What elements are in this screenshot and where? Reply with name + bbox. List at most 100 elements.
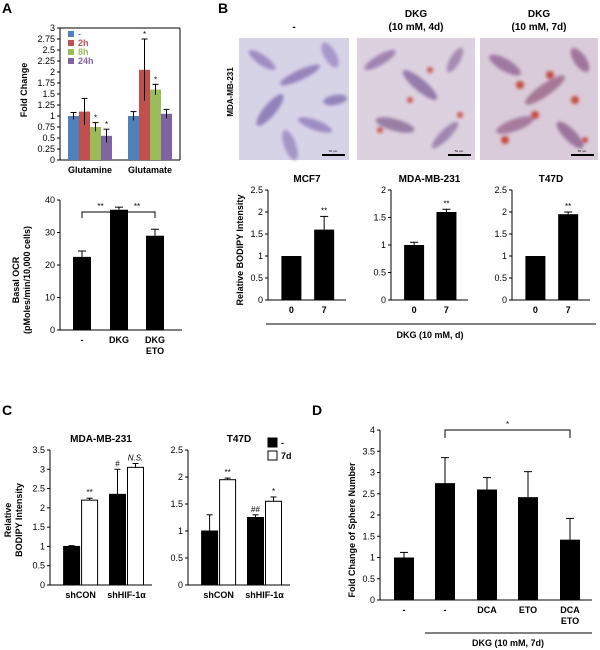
chart-d-bar [394, 557, 414, 600]
chart-a1-significance-marker: * [105, 120, 108, 129]
chart-b1-title: MCF7 [293, 174, 321, 185]
chart-a1-bar [128, 116, 139, 160]
chart-a2-category-label: DKG [145, 335, 165, 345]
chart-c2-significance-marker: ## [251, 505, 260, 514]
chart-b3-y-tick-label: 2.5 [494, 185, 507, 195]
image-title-dkg-4d-line1: DKG [405, 9, 427, 20]
chart-d-category-label: - [403, 605, 406, 615]
chart-a2-significance-bracket [118, 211, 156, 218]
chart-b3: 0 0.5 1 1.5 2 2.5 T47D 0 7 ** [494, 174, 590, 315]
image-title-dkg-7d-line2: (10 mM, 7d) [511, 22, 566, 33]
chart-b2-y-tick-label: 1.5 [373, 213, 386, 223]
chart-d-category-label: DCA [477, 605, 497, 615]
chart-c1-y-tick-label: 3 [40, 464, 45, 474]
chart-b3-significance-marker: ** [565, 202, 571, 211]
chart-c-y-axis-label-line1: Relative [3, 503, 13, 538]
image-title-dkg-4d-line2: (10 mM, 4d) [388, 22, 443, 33]
chart-c1-category-label: shHIF-1α [107, 590, 146, 600]
chart-c2-y-tick-label: 0.5 [170, 553, 183, 563]
chart-c2: 0 0.5 1 1.5 2 2.5 T47D shCON shHIF-1α ** ## * [170, 434, 290, 600]
chart-d-y-tick-label: 1 [370, 553, 375, 563]
chart-d-y-tick-label: 3 [370, 468, 375, 478]
chart-c2-category-label: shCON [203, 590, 234, 600]
chart-a1-legend-swatch [68, 49, 74, 55]
chart-a2-bar [146, 235, 164, 330]
chart-a1-significance-marker: * [154, 75, 157, 84]
chart-b3-y-tick-label: 1.5 [494, 229, 507, 239]
chart-a1-significance-marker: * [143, 30, 146, 39]
image-title-dkg-7d-line1: DKG [528, 9, 550, 20]
chart-d-bar [518, 497, 538, 600]
chart-a1-y-tick-label: 1.5 [42, 89, 55, 99]
chart-a1-y-tick-label: 0.25 [37, 144, 55, 154]
chart-b2-y-tick-label: 0.5 [373, 268, 386, 278]
chart-c2-significance-marker: ** [224, 468, 230, 477]
panel-label-a: A [2, 0, 12, 16]
chart-c1-bar [109, 493, 126, 586]
chart-d-category-label-line2: ETO [561, 616, 579, 626]
chart-a1-category-label: Glutamine [68, 165, 112, 175]
chart-b1-y-tick-label: 0.5 [250, 273, 263, 283]
chart-c1-y-tick-label: 2.5 [32, 484, 45, 494]
chart-b2: 0 0.5 1 1.5 2 MDA-MB-231 0 7 ** [373, 174, 468, 315]
chart-c2-legend-swatch [267, 450, 278, 461]
chart-c1-significance-marker: N.S. [128, 454, 144, 463]
chart-a1-y-tick-label: 1.75 [37, 78, 55, 88]
chart-c2-bar [201, 530, 219, 586]
chart-b3-category-label: 7 [566, 305, 571, 315]
chart-a2-category-label: - [81, 335, 84, 345]
chart-c1-y-tick-label: 1.5 [32, 522, 45, 532]
chart-a1-y-tick-label: 2.25 [37, 56, 55, 66]
chart-b1-category-label: 0 [289, 305, 294, 315]
chart-b2-category-label: 0 [412, 305, 417, 315]
chart-a1-legend-label: - [78, 29, 81, 39]
chart-d-x-axis-label: DKG (10 mM, 7d) [472, 638, 544, 648]
chart-a2-bar [73, 256, 91, 330]
chart-c2-bar [219, 479, 237, 586]
chart-d-y-tick-label: 2 [370, 510, 375, 520]
chart-c1-y-tick-label: 1 [40, 541, 45, 551]
chart-a1-legend-label: 8h [78, 47, 89, 57]
chart-b2-significance-marker: ** [443, 199, 449, 208]
chart-a2-significance-marker: ** [97, 202, 103, 211]
chart-c2-legend-label: 7d [281, 451, 292, 461]
chart-b1-y-tick-label: 0 [258, 295, 263, 305]
chart-d-y-tick-label: 0.5 [362, 574, 375, 584]
chart-b3-y-tick-label: 2 [502, 207, 507, 217]
chart-b3-title: T47D [539, 174, 563, 185]
scale-bar-label-2: 50 µm [455, 149, 464, 153]
chart-b1-category-label: 7 [322, 305, 327, 315]
panel-label-d: D [312, 402, 322, 418]
chart-b2-bar [404, 245, 425, 300]
chart-d-y-tick-label: 2.5 [362, 489, 375, 499]
chart-a1-bar [101, 135, 112, 160]
chart-d-bar [435, 483, 455, 600]
chart-a2-y-tick-label: 0 [50, 325, 55, 335]
chart-a1-bar [139, 69, 150, 160]
chart-a2-y-axis-label-line1: Basal OCR [11, 256, 21, 303]
chart-a1-legend-swatch [68, 40, 74, 46]
chart-b1-y-tick-label: 1.5 [250, 229, 263, 239]
chart-b1-significance-marker: ** [321, 206, 327, 215]
chart-b1-y-tick-label: 2.5 [250, 185, 263, 195]
chart-c2-legend: - 7d [267, 437, 292, 461]
chart-c1-y-tick-label: 3.5 [32, 445, 45, 455]
chart-c2-y-tick-label: 2 [178, 472, 183, 482]
chart-a1-bar [161, 113, 172, 160]
chart-d-category-label: ETO [519, 605, 537, 615]
chart-a2-category-label-line2: ETO [146, 346, 164, 356]
chart-b2-title: MDA-MB-231 [399, 174, 461, 185]
chart-b3-y-tick-label: 0 [502, 295, 507, 305]
chart-c1-title: MDA-MB-231 [70, 434, 132, 445]
chart-a1-bar [150, 89, 161, 160]
chart-d-significance-marker: * [506, 420, 509, 429]
chart-a2-y-tick-label: 40 [45, 195, 55, 205]
chart-c2-significance-marker: * [272, 487, 275, 496]
chart-c2-y-tick-label: 1.5 [170, 499, 183, 509]
chart-a1-y-tick-label: 3 [50, 23, 55, 33]
chart-d-category-label: - [444, 605, 447, 615]
chart-c1-bar [127, 466, 144, 586]
